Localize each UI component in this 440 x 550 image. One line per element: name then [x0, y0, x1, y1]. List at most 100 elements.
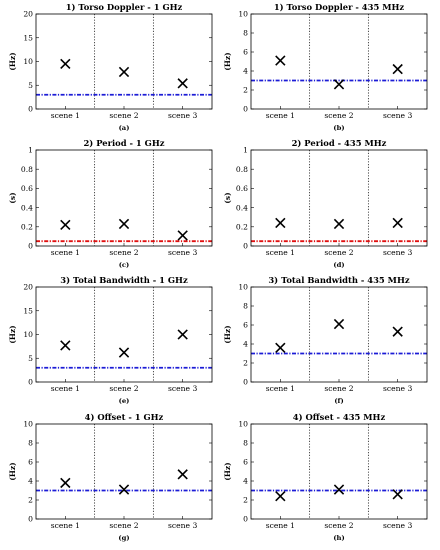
data-point-marker [118, 66, 130, 78]
x-tick-label: scene 1 [266, 248, 295, 257]
data-point-marker [118, 218, 130, 230]
x-tick-label: scene 3 [383, 384, 412, 393]
y-axis-label: (s) [223, 192, 232, 203]
x-tick-label: scene 1 [51, 248, 80, 257]
chart-panel-a: 1) Torso Doppler - 1 GHz (Hz) 0 5 10 15 20 scen… [8, 2, 213, 132]
y-tick-label: 4 [243, 67, 248, 76]
x-tick-label: scene 3 [383, 521, 412, 530]
x-tick-label: scene 3 [383, 248, 412, 257]
data-point-marker [60, 477, 71, 489]
x-tick-label: scene 2 [324, 111, 353, 120]
marker-stroke [333, 218, 345, 230]
y-tick-label: 6 [243, 321, 248, 330]
marker-stroke [275, 55, 286, 66]
y-tick-label: 20 [23, 10, 33, 19]
y-tick-label: 0.4 [236, 203, 248, 212]
y-tick-label: 10 [23, 330, 33, 339]
marker-stroke [118, 218, 130, 230]
y-tick-label: 15 [23, 33, 33, 42]
data-point-marker [333, 318, 345, 330]
y-tick-label: 2 [243, 359, 248, 368]
y-tick-label: 6 [243, 48, 248, 57]
y-axis-label: (Hz) [223, 325, 232, 343]
x-tick-label: scene 3 [168, 111, 197, 120]
x-tick-label: scene 2 [109, 111, 138, 120]
y-tick-label: 5 [28, 81, 33, 90]
data-point-marker [392, 63, 403, 75]
marker-stroke [392, 63, 403, 75]
data-point-marker [275, 342, 286, 353]
plot-frame [250, 149, 428, 247]
marker-stroke [177, 230, 188, 241]
data-point-marker [177, 469, 188, 480]
plot-frame [35, 13, 213, 110]
chart-title: 4) Offset - 1 GHz [85, 412, 164, 422]
y-tick-label: 10 [238, 283, 248, 292]
marker-stroke [177, 469, 188, 480]
y-tick-label: 8 [243, 302, 248, 311]
y-tick-label: 8 [243, 439, 248, 448]
marker-stroke [392, 217, 403, 229]
data-point-marker [60, 340, 71, 351]
chart-panel-b: 1) Torso Doppler - 435 MHz (Hz) 0 2 4 6 8 10 sce… [223, 2, 428, 132]
chart-title: 1) Torso Doppler - 1 GHz [66, 2, 183, 12]
y-tick-label: 0.6 [236, 184, 248, 193]
y-axis-label: (Hz) [8, 52, 17, 70]
chart-panel-f: 3) Total Bandwidth - 435 MHz (Hz) 0 2 4 6 8 10 s… [223, 275, 428, 405]
marker-stroke [118, 484, 130, 495]
y-tick-label: 5 [28, 354, 33, 363]
y-tick-label: 0 [28, 515, 33, 524]
data-point-marker [333, 79, 345, 90]
y-tick-label: 1 [28, 146, 33, 155]
y-tick-label: 10 [23, 420, 33, 429]
data-point-marker [177, 329, 188, 340]
marker-stroke [60, 58, 71, 70]
y-tick-label: 0.2 [236, 223, 248, 232]
x-tick-label: scene 2 [324, 248, 353, 257]
y-tick-label: 0.6 [21, 184, 33, 193]
y-axis-label: (Hz) [223, 52, 232, 70]
x-tick-label: scene 3 [383, 111, 412, 120]
y-tick-label: 0.4 [21, 203, 33, 212]
data-point-marker [275, 491, 286, 502]
y-tick-label: 1 [243, 146, 248, 155]
chart-title: 2) Period - 1 GHz [83, 138, 164, 148]
marker-stroke [392, 326, 403, 337]
plot-frame [250, 423, 428, 520]
marker-stroke [118, 66, 130, 78]
panel-label: (d) [333, 261, 344, 269]
data-point-marker [118, 484, 130, 495]
x-tick-label: scene 1 [266, 111, 295, 120]
x-tick-label: scene 2 [109, 248, 138, 257]
chart-panel-g: 4) Offset - 1 GHz (Hz) 0 2 4 6 8 10 scene 1 scene… [8, 412, 213, 542]
data-point-marker [275, 217, 286, 229]
y-tick-label: 4 [28, 477, 33, 486]
y-axis-label: (Hz) [8, 325, 17, 343]
y-axis-label: (s) [8, 192, 17, 203]
marker-stroke [275, 217, 286, 229]
data-point-marker [177, 230, 188, 241]
panel-label: (e) [119, 397, 130, 405]
chart-panel-e: 3) Total Bandwidth - 1 GHz (Hz) 0 5 10 15 20 sc… [8, 275, 213, 405]
panel-label: (a) [119, 124, 130, 132]
marker-stroke [60, 340, 71, 351]
marker-stroke [275, 342, 286, 353]
x-tick-label: scene 2 [109, 384, 138, 393]
x-tick-label: scene 3 [168, 521, 197, 530]
y-tick-label: 6 [28, 458, 33, 467]
marker-stroke [177, 78, 188, 89]
x-tick-label: scene 1 [51, 384, 80, 393]
marker-stroke [60, 477, 71, 489]
x-tick-label: scene 1 [51, 521, 80, 530]
plot-frame [35, 286, 213, 383]
data-point-marker [60, 219, 71, 231]
data-point-marker [118, 347, 130, 358]
chart-title: 3) Total Bandwidth - 435 MHz [268, 275, 409, 285]
panel-label: (g) [118, 534, 129, 542]
x-tick-label: scene 3 [168, 384, 197, 393]
chart-title: 1) Torso Doppler - 435 MHz [274, 2, 405, 12]
data-point-marker [177, 78, 188, 89]
marker-stroke [333, 79, 345, 90]
marker-stroke [177, 329, 188, 340]
